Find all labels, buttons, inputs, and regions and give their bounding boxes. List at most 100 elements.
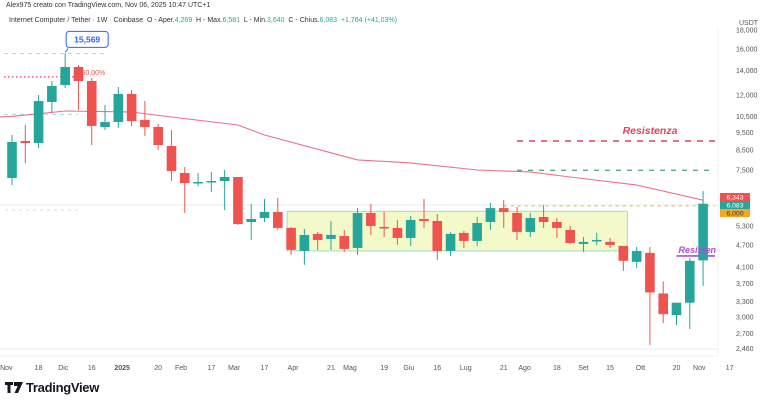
x-tick-label: Nov [0, 365, 13, 372]
x-tick-label: Mag [343, 365, 357, 372]
x-tick-label: 16 [88, 365, 96, 372]
x-tick-label: 16 [433, 365, 441, 372]
x-tick-label: 17 [726, 365, 734, 372]
candle-body [286, 227, 296, 250]
candle-body [684, 260, 695, 303]
candle-body [698, 203, 708, 261]
price-badge-label: 6,000 [726, 211, 743, 218]
y-tick-label: 4,700 [736, 243, 754, 250]
y-tick-label: 16,000 [736, 47, 758, 54]
candle [538, 204, 549, 228]
open-value: 4,269 [174, 17, 193, 24]
candle [140, 101, 150, 136]
close-value: 6,083 [319, 17, 338, 24]
candle [498, 199, 509, 228]
high-callout-box [65, 30, 109, 48]
candle [445, 231, 456, 256]
range-box [286, 210, 628, 252]
candle [392, 220, 403, 245]
author-line: Alex975 creato con TradingView.com, Nov … [6, 2, 211, 9]
candle-body [20, 141, 31, 144]
y-tick-label: 2,460 [736, 346, 754, 353]
candle-body [591, 239, 602, 242]
candle [7, 135, 17, 186]
candle-body [552, 221, 562, 228]
y-tick-label: 18,000 [736, 28, 758, 35]
candle-body [459, 232, 469, 241]
candle-body [113, 93, 124, 123]
candle [100, 105, 110, 130]
candle-body [273, 212, 283, 228]
x-tick-label: Ott [636, 365, 645, 372]
candle-body [206, 181, 217, 183]
y-tick-label: 3,300 [736, 299, 754, 306]
candle-body [565, 229, 575, 243]
candle [591, 232, 602, 245]
candle [73, 65, 84, 110]
candle-body [126, 93, 137, 122]
candle [179, 166, 190, 213]
callout-pointer [64, 48, 69, 53]
x-tick-label: Ago [518, 365, 531, 372]
candle-body [432, 220, 443, 251]
candle [578, 236, 589, 252]
ohlc-legend: Internet Computer / Tether · 1W · Coinba… [9, 17, 397, 24]
candle-body [472, 222, 482, 241]
candle [645, 246, 655, 345]
candle [113, 86, 124, 128]
y-tick-label: 5,300 [736, 223, 754, 230]
candle [419, 198, 429, 228]
currency-label: USDT [739, 20, 759, 27]
candle [352, 208, 363, 255]
y-tick-label: 8,500 [736, 148, 754, 155]
x-tick-label: 20 [154, 365, 162, 372]
candle-body [193, 182, 203, 184]
resistance-2-label: Resisten [679, 245, 717, 255]
x-tick-label: 2025 [114, 365, 130, 372]
candle [20, 125, 31, 164]
candle-body [259, 212, 270, 218]
x-tick-label: Feb [175, 365, 187, 372]
candle-body [366, 212, 376, 226]
candle-body [605, 241, 615, 245]
x-tick-label: 21 [500, 365, 508, 372]
candle-body [100, 122, 110, 127]
candle-body [179, 172, 190, 183]
resistance-label: Resistenza [623, 125, 678, 137]
price-badge-label: 6,343 [726, 195, 743, 202]
candle-body [645, 252, 655, 293]
candle-body [153, 126, 163, 145]
price-badge-label: 6,083 [726, 203, 743, 210]
y-tick-label: 3,000 [736, 314, 754, 321]
candle [405, 215, 416, 246]
price-badge [720, 209, 750, 217]
candle-body [339, 235, 350, 249]
candle-body [525, 217, 536, 232]
candle-body [60, 66, 70, 86]
candle [206, 171, 217, 193]
candle-body [140, 120, 150, 127]
close-label: C - Chius. [288, 17, 320, 24]
candle [618, 245, 629, 272]
candle [684, 257, 695, 330]
candle [432, 213, 443, 260]
x-tick-label: 15 [606, 365, 614, 372]
candle [60, 53, 70, 88]
candle-body [326, 234, 336, 239]
y-tick-label: 9,500 [736, 130, 754, 137]
logo-text: TradingView [26, 380, 100, 395]
price-badge [720, 201, 750, 209]
x-tick-label: 18 [553, 365, 561, 372]
candle [312, 231, 323, 250]
x-tick-label: 18 [35, 365, 43, 372]
candle-body [405, 220, 416, 238]
change-value: +1,764 (+41,03%) [340, 17, 398, 24]
candle [379, 212, 389, 237]
candle [33, 95, 44, 148]
x-tick-label: Mar [228, 365, 241, 372]
candle [246, 203, 257, 240]
candle [512, 206, 522, 240]
candle [671, 302, 682, 326]
symbol-name: Internet Computer / Tether · 1W · Coinba… [9, 17, 144, 24]
